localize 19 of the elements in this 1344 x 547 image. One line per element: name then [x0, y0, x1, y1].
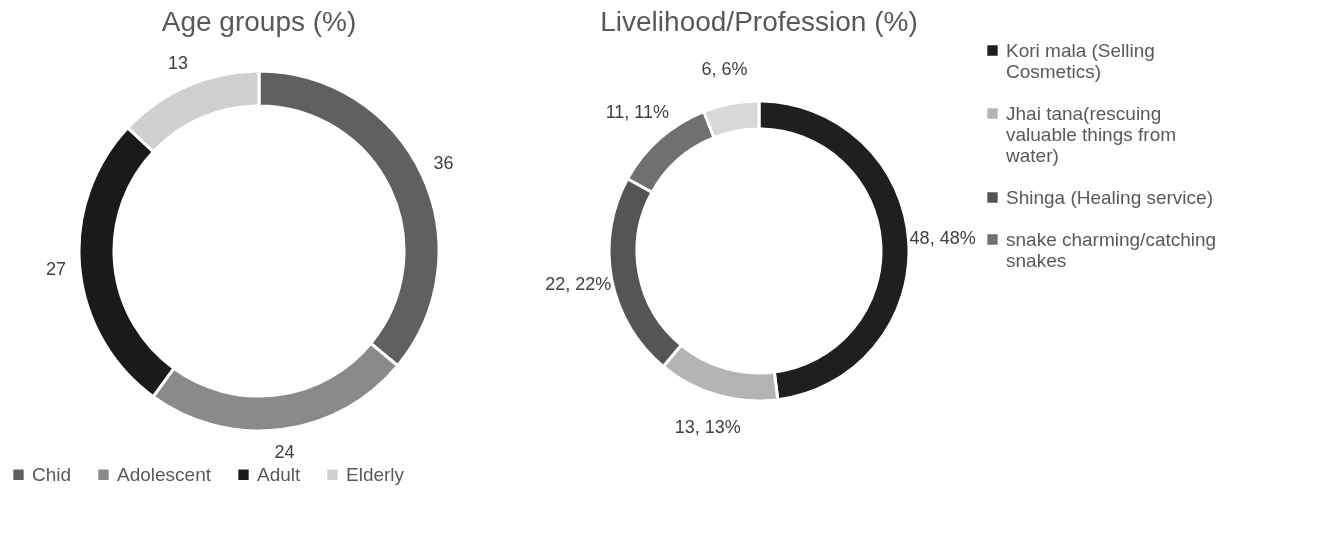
data-label: 24 — [274, 442, 295, 463]
legend-label: Jhai tana(rescuing valuable things from water) — [1005, 102, 1177, 166]
chart-title: Livelihood/Profession (%) — [600, 6, 918, 37]
data-label: 22, 22% — [545, 274, 612, 295]
legend-label: Shinga (Healing service) — [1006, 186, 1213, 208]
legend-label: Chid — [32, 463, 72, 485]
legend-label: Adult — [257, 463, 302, 485]
chart-title: Age groups (%) — [161, 6, 357, 37]
data-label: 6, 6% — [701, 59, 748, 80]
legend-label: snake charming/catching snakes — [1006, 228, 1217, 271]
legend-label: Kori mala (Selling Cosmetics) — [1006, 39, 1155, 82]
data-label: 36 — [433, 153, 454, 174]
data-label: 11, 11% — [605, 101, 670, 122]
legend-label: Adolescent — [117, 463, 212, 485]
data-label: 13 — [167, 52, 188, 73]
data-label: 13, 13% — [674, 416, 741, 437]
data-label: 48, 48% — [909, 228, 976, 249]
legend-label: Elderly — [346, 463, 405, 485]
data-label: 27 — [45, 259, 66, 280]
